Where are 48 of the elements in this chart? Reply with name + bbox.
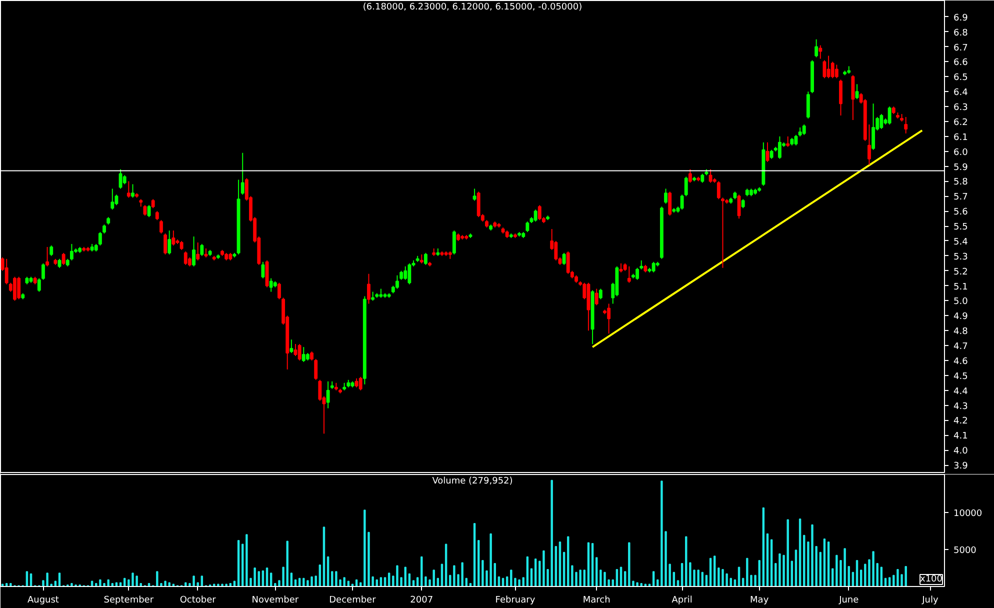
y-tick-label: 5.8 — [954, 178, 968, 188]
y-tick-label: 4.0 — [954, 446, 968, 457]
y-tick-label: 4.6 — [954, 356, 968, 367]
chart-title: (6.18000, 6.23000, 6.12000, 6.15000, -0.05000) — [362, 2, 582, 12]
y-tick-label: 6.4 — [954, 88, 968, 98]
x-tick-label: June — [838, 596, 860, 606]
y-tick-label: 4.5 — [954, 372, 968, 382]
x-tick-label: February — [495, 596, 536, 606]
y-tick-label: 5000 — [954, 546, 977, 556]
y-tick-label: 5.4 — [954, 237, 968, 248]
y-tick-label: 5.1 — [954, 282, 968, 292]
y-tick-label: 5.6 — [954, 208, 968, 218]
y-tick-label: 5.5 — [954, 222, 968, 233]
y-tick-label: 4.8 — [954, 327, 968, 338]
y-tick-label: 4.2 — [954, 416, 968, 427]
annotation: x100 — [920, 574, 943, 584]
y-tick-label: 6.6 — [954, 58, 968, 68]
x-tick-label: July — [921, 596, 940, 606]
y-tick-label: 6.0 — [954, 148, 968, 158]
x-tick-label: December — [329, 596, 376, 606]
y-tick-label: 6.8 — [954, 28, 968, 38]
x-tick-label: May — [750, 596, 770, 606]
y-tick-label: 4.1 — [954, 432, 968, 442]
x-tick-label: October — [180, 596, 216, 606]
y-tick-label: 6.1 — [954, 132, 968, 143]
y-tick-label: 6.2 — [954, 118, 968, 128]
y-tick-label: 4.4 — [954, 386, 968, 397]
x-tick-label: 2007 — [410, 596, 434, 606]
y-tick-label: 10000 — [954, 508, 982, 519]
y-tick-label: 5.2 — [954, 267, 968, 278]
y-tick-label: 5.0 — [954, 297, 968, 308]
y-tick-label: 6.7 — [954, 43, 968, 54]
chart-title: Volume (279,952) — [432, 476, 513, 486]
y-tick-label: 6.3 — [954, 103, 968, 114]
y-tick-label: 5.7 — [954, 192, 968, 203]
x-tick-label: November — [252, 596, 299, 606]
y-tick-label: 5.3 — [954, 252, 968, 262]
y-tick-label: 4.7 — [954, 342, 968, 352]
x-tick-label: April — [672, 596, 692, 606]
y-tick-label: 6.5 — [954, 73, 968, 84]
x-tick-label: August — [27, 596, 60, 606]
y-tick-label: 4.3 — [954, 402, 968, 412]
y-tick-label: 5.9 — [954, 162, 968, 173]
y-tick-label: 3.9 — [954, 462, 968, 472]
x-tick-label: September — [104, 596, 154, 606]
x-tick-label: March — [582, 596, 610, 606]
y-tick-label: 4.9 — [954, 312, 968, 322]
y-tick-label: 6.9 — [954, 13, 968, 24]
